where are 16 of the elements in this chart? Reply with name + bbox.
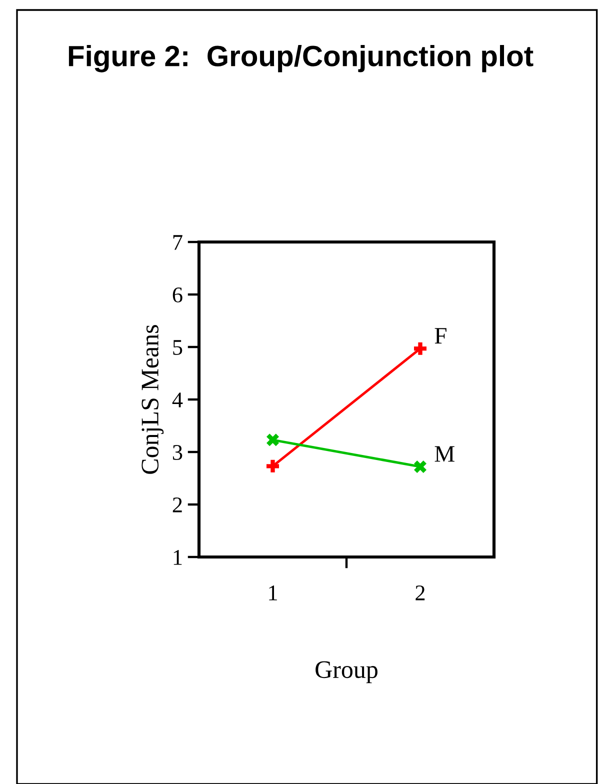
y-axis-title: ConjLS Means	[142, 325, 164, 474]
y-tick-label: 6	[172, 287, 182, 302]
point	[414, 342, 426, 355]
point	[266, 434, 279, 446]
point	[414, 460, 426, 473]
y-tick-label: 3	[172, 444, 182, 460]
point	[266, 460, 279, 472]
series-label: F	[434, 328, 446, 344]
y-tick-label: 2	[172, 497, 182, 512]
y-tick-label: 7	[173, 235, 182, 250]
y-tick-label: 4	[172, 392, 183, 408]
y-tick-label: 1	[174, 550, 182, 565]
chart-title: Figure 2: Group/Conjunction plot	[68, 45, 534, 72]
y-tick-label: 5	[173, 340, 182, 355]
series-label: M	[434, 446, 454, 462]
x-axis-title: Group	[316, 661, 378, 684]
